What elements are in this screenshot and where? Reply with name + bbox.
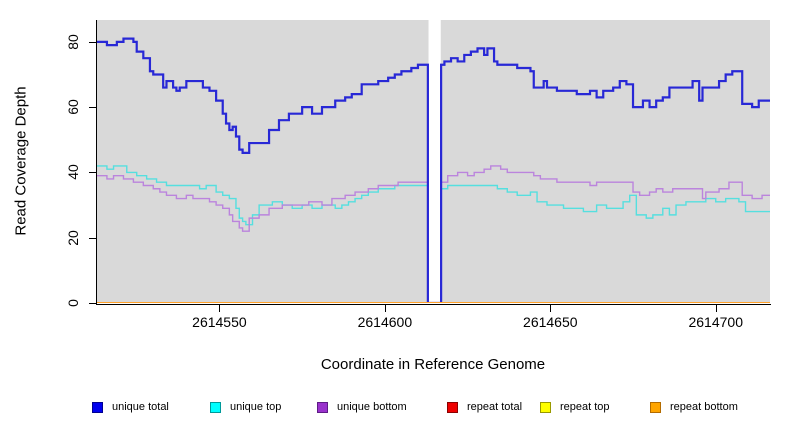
- legend-label: repeat total: [467, 401, 523, 413]
- x-tick-mark: [219, 305, 221, 312]
- x-tick-mark: [550, 305, 552, 312]
- series-line-unique-bottom: [97, 165, 770, 303]
- legend-label: unique top: [230, 401, 282, 413]
- x-tick-label: 2614650: [523, 314, 578, 330]
- legend-swatch-icon: [447, 402, 458, 413]
- y-tick-mark: [89, 172, 96, 174]
- x-tick-label: 2614700: [688, 314, 743, 330]
- legend-swatch-icon: [92, 402, 103, 413]
- y-tick-label: 0: [65, 299, 81, 307]
- x-axis-title: Coordinate in Reference Genome: [320, 356, 546, 373]
- y-tick-mark: [89, 237, 96, 239]
- legend-swatch-icon: [317, 402, 328, 413]
- legend-label: repeat top: [560, 401, 610, 413]
- series-line-unique-total: [97, 37, 770, 303]
- legend-label: repeat bottom: [670, 401, 738, 413]
- x-tick-label: 2614600: [357, 314, 413, 330]
- y-tick-label: 40: [65, 164, 81, 181]
- y-tick-label: 80: [65, 34, 81, 50]
- x-axis-line: [96, 304, 771, 305]
- y-tick-mark: [89, 303, 96, 304]
- y-tick-label: 20: [65, 229, 81, 246]
- legend-label: unique total: [112, 401, 169, 413]
- y-axis-line: [96, 20, 97, 305]
- y-axis-title: Read Coverage Depth: [12, 86, 30, 236]
- plot-area: [97, 20, 770, 303]
- x-tick-label: 2614550: [192, 314, 247, 330]
- no-data-gap-band: [428, 20, 441, 303]
- legend-swatch-icon: [210, 402, 221, 413]
- x-tick-mark: [715, 305, 717, 312]
- legend-swatch-icon: [650, 402, 661, 413]
- y-tick-label: 60: [65, 99, 81, 115]
- y-tick-mark: [89, 107, 96, 109]
- coverage-plot-canvas: [97, 20, 770, 303]
- x-tick-mark: [384, 305, 386, 312]
- legend-label: unique bottom: [337, 401, 407, 413]
- legend-swatch-icon: [540, 402, 551, 413]
- series-line-unique-top: [97, 165, 770, 303]
- y-tick-mark: [89, 41, 96, 43]
